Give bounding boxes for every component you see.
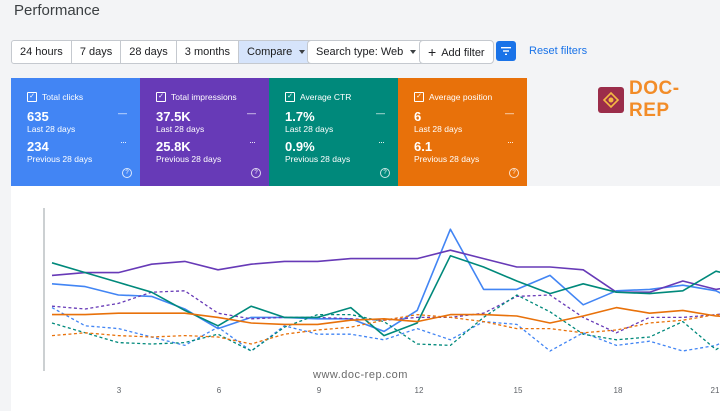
logo-emblem-icon: [598, 87, 624, 113]
previous-period: Previous 28 days: [156, 154, 222, 164]
previous-period: Previous 28 days: [414, 154, 480, 164]
help-icon[interactable]: ?: [122, 168, 132, 178]
dashed-line-legend-icon: ···: [120, 137, 127, 147]
dashed-line-legend-icon: ···: [507, 137, 514, 147]
x-tick-label: 12: [414, 386, 424, 395]
total-clicks-card[interactable]: ✓ Total clicks 635 Last 28 days 234 Previ…: [11, 78, 140, 186]
search-type-label: Search type: Web: [316, 46, 404, 58]
dashed-line-legend-icon: ···: [378, 137, 385, 147]
range-3-months-button[interactable]: 3 months: [177, 41, 240, 63]
filter-lines-icon: [501, 47, 511, 55]
current-value: 1.7%: [285, 109, 315, 124]
compare-button[interactable]: Compare: [239, 41, 314, 63]
previous-period: Previous 28 days: [27, 154, 93, 164]
plus-icon: +: [428, 44, 437, 60]
total-impressions-card[interactable]: ✓ Total impressions 37.5K Last 28 days 25…: [140, 78, 269, 186]
series-line-6-current: [52, 306, 720, 326]
x-tick-label: 18: [613, 386, 623, 395]
logo-text: DOC-REP: [628, 78, 680, 121]
solid-line-legend-icon: —: [118, 108, 127, 118]
metric-cards: ✓ Total clicks 635 Last 28 days 234 Previ…: [11, 78, 527, 186]
help-icon[interactable]: ?: [251, 168, 261, 178]
date-range-selector: 24 hours 7 days 28 days 3 months Compare: [11, 40, 315, 64]
previous-value: 25.8K: [156, 139, 191, 154]
range-24-hours-button[interactable]: 24 hours: [12, 41, 72, 63]
series-line-7-previous: [51, 313, 720, 345]
x-tick-label: 9: [316, 386, 322, 395]
previous-value: 0.9%: [285, 139, 315, 154]
series-line-2-current: [51, 249, 720, 293]
x-tick-label: 21: [710, 386, 720, 395]
current-value: 6: [414, 109, 422, 124]
current-period: Last 28 days: [27, 124, 76, 134]
card-label: Average position: [429, 92, 493, 102]
caret-down-icon: [410, 50, 417, 55]
average-position-card[interactable]: ✓ Average position 6 Last 28 days 6.1 Pre…: [398, 78, 527, 186]
x-tick-label: 6: [216, 386, 222, 395]
x-tick-label: 15: [513, 386, 523, 395]
card-label: Average CTR: [300, 92, 352, 102]
current-period: Last 28 days: [156, 124, 205, 134]
checkbox-checked-icon[interactable]: ✓: [156, 92, 166, 102]
search-type-dropdown[interactable]: Search type: Web: [307, 40, 426, 64]
add-filter-button[interactable]: + Add filter: [419, 40, 494, 64]
dashed-line-legend-icon: ···: [249, 137, 256, 147]
previous-value: 6.1: [414, 139, 433, 154]
range-7-days-button[interactable]: 7 days: [72, 41, 122, 63]
range-28-days-button[interactable]: 28 days: [121, 41, 177, 63]
card-label: Total impressions: [171, 92, 237, 102]
help-icon[interactable]: ?: [509, 168, 519, 178]
current-period: Last 28 days: [285, 124, 334, 134]
series-line-0-current: [51, 228, 720, 333]
chart-svg: [43, 208, 720, 371]
current-period: Last 28 days: [414, 124, 463, 134]
previous-period: Previous 28 days: [285, 154, 351, 164]
filter-settings-button[interactable]: [496, 41, 516, 61]
help-icon[interactable]: ?: [380, 168, 390, 178]
solid-line-legend-icon: —: [247, 108, 256, 118]
card-label: Total clicks: [42, 92, 84, 102]
checkbox-checked-icon[interactable]: ✓: [285, 92, 295, 102]
series-line-4-current: [51, 255, 720, 337]
solid-line-legend-icon: —: [505, 108, 514, 118]
doc-rep-logo: DOC-REP: [598, 78, 720, 122]
watermark-text: www.doc-rep.com: [313, 369, 408, 381]
add-filter-label: Add filter: [441, 47, 485, 59]
series-line-5-previous: [51, 294, 720, 352]
compare-label: Compare: [247, 46, 293, 58]
solid-line-legend-icon: —: [376, 108, 385, 118]
checkbox-checked-icon[interactable]: ✓: [414, 92, 424, 102]
current-value: 37.5K: [156, 109, 191, 124]
current-value: 635: [27, 109, 49, 124]
caret-down-icon: [299, 50, 306, 55]
series-line-1-previous: [51, 307, 720, 352]
previous-value: 234: [27, 139, 49, 154]
x-tick-label: 3: [116, 386, 122, 395]
checkbox-checked-icon[interactable]: ✓: [27, 92, 37, 102]
performance-chart: 3 6 9 12 15 18 21 www.doc-rep.com: [11, 186, 720, 411]
page-title: Performance: [14, 2, 100, 19]
reset-filters-link[interactable]: Reset filters: [529, 45, 588, 57]
series-line-3-previous: [51, 290, 720, 334]
average-ctr-card[interactable]: ✓ Average CTR 1.7% Last 28 days 0.9% Prev…: [269, 78, 398, 186]
